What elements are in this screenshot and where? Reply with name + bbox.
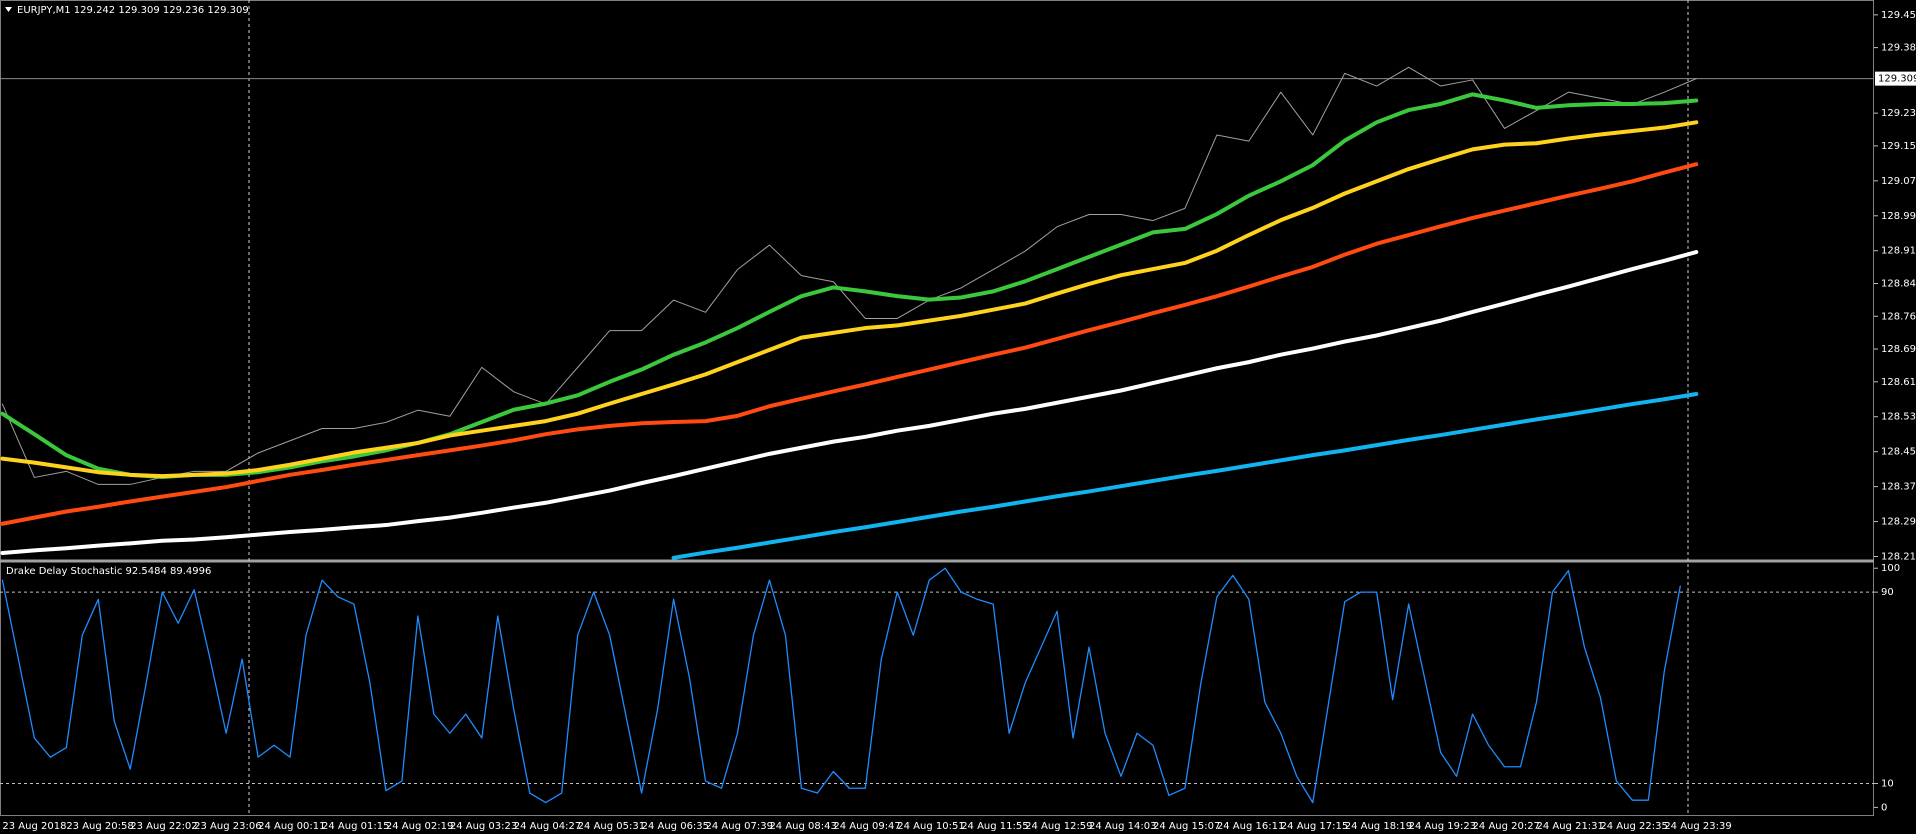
x-tick-label: 24 Aug 05:31 xyxy=(578,821,645,832)
y-tick-label: 129.380 xyxy=(1881,43,1916,54)
x-tick-label: 24 Aug 04:27 xyxy=(514,821,581,832)
x-tick-label: 24 Aug 11:55 xyxy=(961,821,1028,832)
x-tick-label: 24 Aug 21:31 xyxy=(1536,821,1603,832)
current-price-label: 129.309 xyxy=(1878,74,1916,85)
x-tick-label: 24 Aug 02:19 xyxy=(386,821,453,832)
x-tick-label: 24 Aug 07:39 xyxy=(706,821,773,832)
x-tick-label: 24 Aug 18:19 xyxy=(1345,821,1412,832)
series-line xyxy=(1,567,1681,804)
y-tick-label: 128.915 xyxy=(1881,246,1916,257)
y-tick-label: 128.535 xyxy=(1881,412,1916,423)
chart-title: EURJPY,M1 129.242 129.309 129.236 129.30… xyxy=(17,5,249,16)
x-tick-label: 24 Aug 22:35 xyxy=(1600,821,1667,832)
current-price-box xyxy=(1875,71,1916,86)
plot-frame xyxy=(0,0,1874,816)
indicator-title: Drake Delay Stochastic 92.5484 89.4996 xyxy=(6,566,211,577)
y-tick-label: 129.230 xyxy=(1881,108,1916,119)
x-tick-label: 24 Aug 03:23 xyxy=(450,821,517,832)
series-line xyxy=(0,250,1699,556)
x-tick-label: 24 Aug 15:07 xyxy=(1153,821,1220,832)
x-tick-label: 24 Aug 01:15 xyxy=(322,821,389,832)
y-tick-label: 128.995 xyxy=(1881,211,1916,222)
x-tick-label: 24 Aug 20:27 xyxy=(1473,821,1540,832)
x-tick-label: 24 Aug 12:59 xyxy=(1025,821,1092,832)
x-tick-label: 24 Aug 14:03 xyxy=(1089,821,1156,832)
x-tick-label: 24 Aug 09:47 xyxy=(833,821,900,832)
x-tick-label: 24 Aug 00:11 xyxy=(258,821,325,832)
x-tick-label: 24 Aug 17:15 xyxy=(1281,821,1348,832)
series-line xyxy=(0,162,1699,526)
y-tick-label: 129.075 xyxy=(1881,176,1916,187)
x-tick-label: 24 Aug 23:39 xyxy=(1664,821,1731,832)
x-tick-label: 24 Aug 10:51 xyxy=(897,821,964,832)
y-tick-label: 128.295 xyxy=(1881,517,1916,528)
x-tick-label: 23 Aug 20:58 xyxy=(66,821,133,832)
y-tick-label: 128.615 xyxy=(1881,377,1916,388)
symbol-menu-icon[interactable] xyxy=(5,7,12,12)
x-tick-label: 24 Aug 16:11 xyxy=(1217,821,1284,832)
y-tick-label: 100 xyxy=(1881,563,1900,574)
x-tick-label: 23 Aug 23:06 xyxy=(194,821,261,832)
x-tick-label: 24 Aug 08:43 xyxy=(769,821,836,832)
x-tick-label: 24 Aug 19:23 xyxy=(1409,821,1476,832)
y-tick-label: 128.765 xyxy=(1881,311,1916,322)
x-tick-label: 23 Aug 22:02 xyxy=(130,821,197,832)
y-tick-label: 90 xyxy=(1881,587,1894,598)
series-line xyxy=(1,66,1697,485)
y-tick-label: 0 xyxy=(1881,802,1887,813)
y-tick-label: 129.155 xyxy=(1881,141,1916,152)
series-line xyxy=(0,120,1699,479)
y-tick-label: 128.840 xyxy=(1881,278,1916,289)
series-line xyxy=(0,92,1699,479)
y-tick-label: 128.455 xyxy=(1881,447,1916,458)
y-tick-label: 128.215 xyxy=(1881,552,1916,563)
y-tick-label: 129.455 xyxy=(1881,10,1916,21)
y-tick-label: 128.690 xyxy=(1881,344,1916,355)
x-tick-label: 23 Aug 2018 xyxy=(2,821,66,832)
series-line xyxy=(671,392,1699,560)
y-tick-label: 128.375 xyxy=(1881,482,1916,493)
y-tick-label: 10 xyxy=(1881,778,1894,789)
x-tick-label: 24 Aug 06:35 xyxy=(642,821,709,832)
